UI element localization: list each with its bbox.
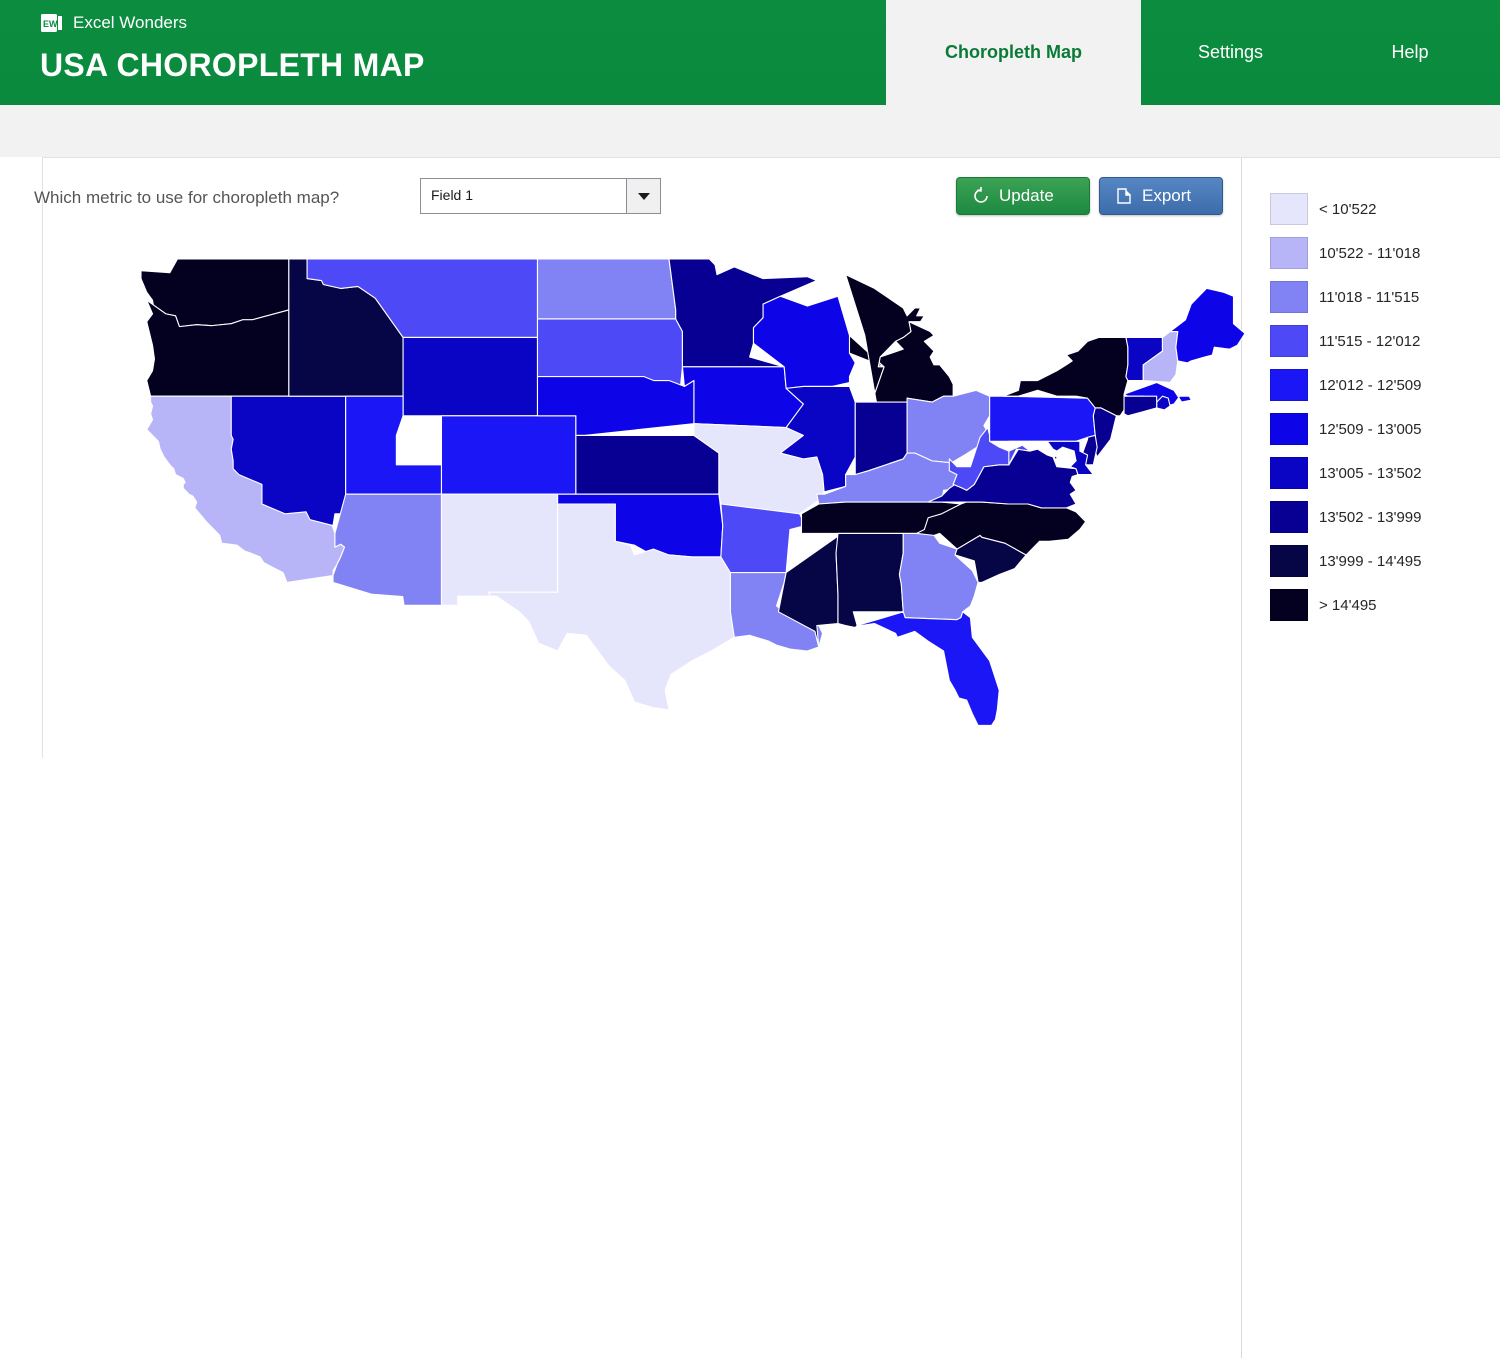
svg-text:EW: EW <box>43 19 58 29</box>
